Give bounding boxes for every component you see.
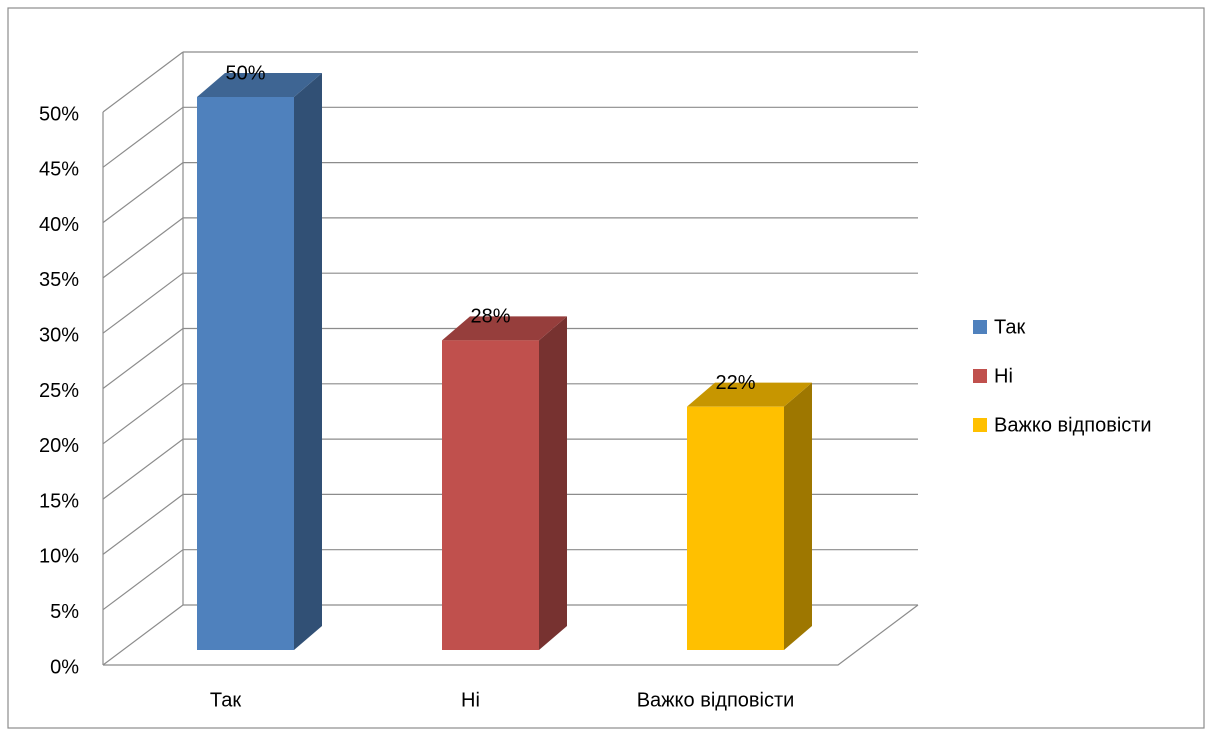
grid-line [102, 162, 184, 224]
value-label: 28% [470, 306, 510, 328]
bar-top [197, 73, 322, 97]
y-tick-label: 30% [39, 324, 79, 346]
x-tick-label: Ні [461, 689, 480, 711]
grid-line [102, 604, 184, 666]
legend-label: Важко відповісти [994, 414, 1152, 436]
floor [103, 604, 919, 666]
grid-line [102, 328, 184, 389]
y-tick-label: 20% [39, 435, 79, 457]
x-tick-label: Важко відповісти [637, 689, 795, 711]
value-label: 50% [225, 62, 265, 84]
legend-label: Так [994, 316, 1025, 338]
legend-swatch [973, 369, 987, 383]
chart-border [7, 7, 1205, 729]
bar-side [784, 382, 812, 650]
legend-swatch [973, 418, 987, 432]
bar-top [442, 316, 567, 341]
grid-line [102, 106, 184, 168]
bar-top [687, 382, 812, 407]
y-tick-label: 25% [39, 380, 79, 402]
y-tick-label: 10% [39, 546, 79, 568]
y-tick-label: 15% [39, 490, 79, 512]
y-tick-label: 35% [39, 269, 79, 291]
y-tick-label: 45% [39, 159, 79, 181]
legend-label: Ні [994, 365, 1013, 387]
grid-line [102, 51, 184, 113]
grid-line [102, 549, 184, 611]
x-tick-label: Так [210, 689, 241, 711]
bar [687, 406, 784, 650]
legend-swatch [973, 320, 987, 334]
grid-line [102, 493, 184, 555]
bar [197, 97, 294, 650]
grid-line [102, 217, 184, 279]
bar-side [539, 316, 567, 650]
grid-line [102, 383, 184, 445]
y-tick-label: 5% [50, 601, 79, 623]
bar-side [294, 73, 322, 650]
y-tick-label: 50% [39, 103, 79, 125]
grid-line [102, 272, 184, 334]
value-label: 22% [715, 372, 755, 394]
y-tick-label: 40% [39, 214, 79, 236]
y-tick-label: 0% [50, 656, 79, 678]
grid-line [102, 438, 184, 500]
bar [442, 340, 539, 650]
